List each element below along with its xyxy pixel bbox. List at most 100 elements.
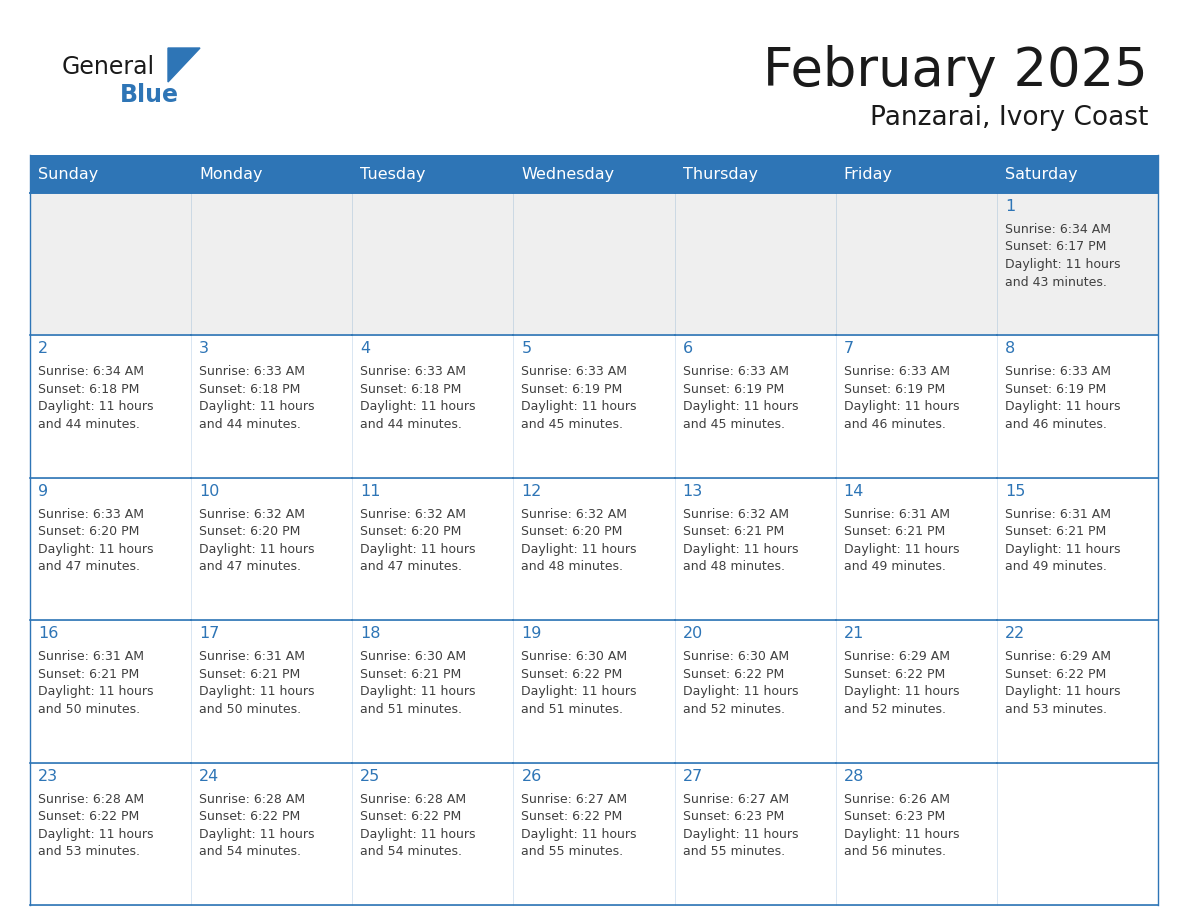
Text: Sunset: 6:21 PM: Sunset: 6:21 PM [38,667,139,681]
Text: 24: 24 [200,768,220,784]
Text: Sunrise: 6:33 AM: Sunrise: 6:33 AM [38,508,144,521]
Text: Daylight: 11 hours: Daylight: 11 hours [38,400,153,413]
Text: and 47 minutes.: and 47 minutes. [360,560,462,574]
Text: 15: 15 [1005,484,1025,498]
Text: Sunrise: 6:34 AM: Sunrise: 6:34 AM [38,365,144,378]
Text: 18: 18 [360,626,381,641]
Text: Sunrise: 6:31 AM: Sunrise: 6:31 AM [200,650,305,663]
Text: and 46 minutes.: and 46 minutes. [1005,418,1107,431]
Text: Daylight: 11 hours: Daylight: 11 hours [38,543,153,555]
Text: and 55 minutes.: and 55 minutes. [522,845,624,858]
Text: and 56 minutes.: and 56 minutes. [843,845,946,858]
Text: 28: 28 [843,768,864,784]
Bar [675,193,835,335]
Bar [835,193,997,335]
Text: Sunset: 6:23 PM: Sunset: 6:23 PM [683,810,784,823]
Text: Sunset: 6:21 PM: Sunset: 6:21 PM [360,667,461,681]
Text: and 47 minutes.: and 47 minutes. [38,560,140,574]
Text: Sunset: 6:19 PM: Sunset: 6:19 PM [1005,383,1106,396]
Text: Sunset: 6:22 PM: Sunset: 6:22 PM [38,810,139,823]
Text: Sunrise: 6:34 AM: Sunrise: 6:34 AM [1005,223,1111,236]
Text: Tuesday: Tuesday [360,166,425,182]
Bar [997,155,1158,193]
Bar [30,477,191,621]
Bar [835,621,997,763]
Text: Sunset: 6:18 PM: Sunset: 6:18 PM [200,383,301,396]
Text: Sunset: 6:21 PM: Sunset: 6:21 PM [1005,525,1106,538]
Text: 25: 25 [360,768,380,784]
Bar [513,155,675,193]
Bar [513,621,675,763]
Text: Sunset: 6:21 PM: Sunset: 6:21 PM [843,525,944,538]
Bar [675,621,835,763]
Text: and 44 minutes.: and 44 minutes. [38,418,140,431]
Text: Sunday: Sunday [38,166,99,182]
Polygon shape [168,48,200,82]
Text: Sunrise: 6:28 AM: Sunrise: 6:28 AM [200,792,305,806]
Text: 23: 23 [38,768,58,784]
Bar [997,621,1158,763]
Text: Sunrise: 6:31 AM: Sunrise: 6:31 AM [843,508,949,521]
Text: 1: 1 [1005,199,1015,214]
Text: Daylight: 11 hours: Daylight: 11 hours [200,685,315,699]
Bar [513,335,675,477]
Text: Daylight: 11 hours: Daylight: 11 hours [522,828,637,841]
Bar [675,155,835,193]
Text: Sunset: 6:22 PM: Sunset: 6:22 PM [1005,667,1106,681]
Bar [353,477,513,621]
Text: Daylight: 11 hours: Daylight: 11 hours [522,685,637,699]
Text: Daylight: 11 hours: Daylight: 11 hours [683,685,798,699]
Text: and 45 minutes.: and 45 minutes. [683,418,784,431]
Text: 21: 21 [843,626,864,641]
Bar [997,335,1158,477]
Text: Monday: Monday [200,166,263,182]
Text: Sunrise: 6:30 AM: Sunrise: 6:30 AM [522,650,627,663]
Bar [513,193,675,335]
Bar [30,335,191,477]
Bar [191,763,353,905]
Text: 8: 8 [1005,341,1015,356]
Text: Sunrise: 6:32 AM: Sunrise: 6:32 AM [522,508,627,521]
Text: Sunset: 6:21 PM: Sunset: 6:21 PM [683,525,784,538]
Bar [353,335,513,477]
Text: Daylight: 11 hours: Daylight: 11 hours [38,685,153,699]
Text: Sunrise: 6:26 AM: Sunrise: 6:26 AM [843,792,949,806]
Text: 13: 13 [683,484,703,498]
Text: and 51 minutes.: and 51 minutes. [360,702,462,716]
Text: 7: 7 [843,341,854,356]
Bar [997,193,1158,335]
Text: 19: 19 [522,626,542,641]
Text: Friday: Friday [843,166,892,182]
Text: Sunrise: 6:33 AM: Sunrise: 6:33 AM [360,365,466,378]
Text: Sunrise: 6:33 AM: Sunrise: 6:33 AM [1005,365,1111,378]
Text: 6: 6 [683,341,693,356]
Text: Daylight: 11 hours: Daylight: 11 hours [683,400,798,413]
Text: 2: 2 [38,341,49,356]
Bar [835,155,997,193]
Text: Sunrise: 6:28 AM: Sunrise: 6:28 AM [360,792,467,806]
Text: Sunrise: 6:32 AM: Sunrise: 6:32 AM [200,508,305,521]
Text: Sunset: 6:21 PM: Sunset: 6:21 PM [200,667,301,681]
Text: and 45 minutes.: and 45 minutes. [522,418,624,431]
Text: Sunset: 6:20 PM: Sunset: 6:20 PM [522,525,623,538]
Text: Sunset: 6:20 PM: Sunset: 6:20 PM [360,525,462,538]
Text: Sunrise: 6:33 AM: Sunrise: 6:33 AM [522,365,627,378]
Text: Daylight: 11 hours: Daylight: 11 hours [1005,400,1120,413]
Text: Sunset: 6:20 PM: Sunset: 6:20 PM [200,525,301,538]
Text: Sunset: 6:19 PM: Sunset: 6:19 PM [843,383,944,396]
Text: February 2025: February 2025 [763,45,1148,97]
Text: and 49 minutes.: and 49 minutes. [843,560,946,574]
Text: Daylight: 11 hours: Daylight: 11 hours [843,685,959,699]
Text: Sunrise: 6:31 AM: Sunrise: 6:31 AM [38,650,144,663]
Text: 10: 10 [200,484,220,498]
Bar [675,763,835,905]
Text: Daylight: 11 hours: Daylight: 11 hours [683,828,798,841]
Text: and 50 minutes.: and 50 minutes. [200,702,302,716]
Text: General: General [62,55,156,79]
Text: Sunrise: 6:29 AM: Sunrise: 6:29 AM [843,650,949,663]
Text: Sunset: 6:22 PM: Sunset: 6:22 PM [200,810,301,823]
Text: Blue: Blue [120,83,179,107]
Text: Wednesday: Wednesday [522,166,614,182]
Bar [191,621,353,763]
Bar [191,477,353,621]
